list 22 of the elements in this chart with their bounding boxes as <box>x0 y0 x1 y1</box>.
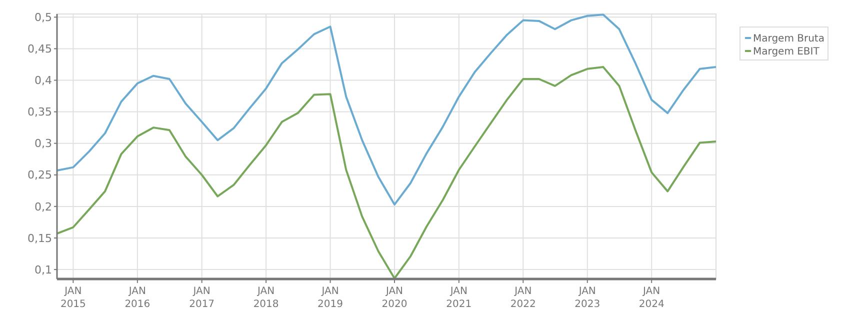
legend-label: Margem EBIT <box>753 46 820 58</box>
y-tick-label: 0,45 <box>28 42 52 56</box>
line-series <box>56 14 717 206</box>
y-tick-label: 0,4 <box>34 74 52 88</box>
x-tick-label: JAN 2024 <box>638 286 664 310</box>
y-tick-label: 0,1 <box>34 263 52 276</box>
x-tick-label: JAN 2017 <box>189 286 215 310</box>
x-tick-label: JAN 2023 <box>574 286 600 310</box>
y-tick-label: 0,25 <box>28 168 52 182</box>
x-tick-label: JAN 2019 <box>318 286 344 310</box>
x-tick-label: JAN 2021 <box>446 286 472 310</box>
x-tick-label: JAN 2016 <box>124 286 150 310</box>
y-tick-label: 0,35 <box>28 106 52 119</box>
y-tick-label: 0,15 <box>28 232 52 245</box>
legend-label: Margem Bruta <box>753 34 824 44</box>
x-tick-label: JAN 2020 <box>382 286 408 310</box>
x-tick-label: JAN 2022 <box>510 286 536 310</box>
x-tick-label: JAN 2018 <box>253 286 279 310</box>
y-tick-label: 0,5 <box>34 11 52 24</box>
y-tick-label: 0,3 <box>34 137 52 150</box>
y-tick-label: 0,2 <box>34 200 52 214</box>
x-tick-label: JAN 2015 <box>60 286 86 310</box>
